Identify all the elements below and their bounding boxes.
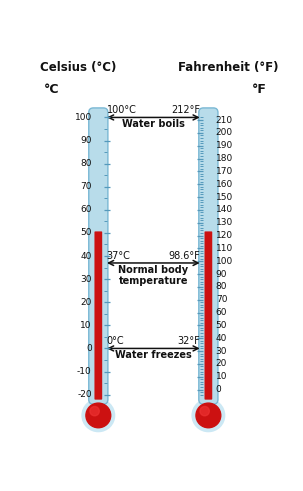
Text: 70: 70 [216, 295, 227, 304]
Text: 160: 160 [216, 180, 233, 189]
Text: 80: 80 [216, 282, 227, 291]
Text: 212°F: 212°F [171, 105, 200, 115]
Text: 210: 210 [216, 115, 233, 125]
Text: Water boils: Water boils [122, 119, 185, 129]
FancyBboxPatch shape [89, 108, 108, 404]
Text: 10: 10 [80, 321, 92, 330]
Text: 170: 170 [216, 167, 233, 176]
Text: 120: 120 [216, 231, 233, 240]
Text: 140: 140 [216, 205, 233, 215]
Text: 100: 100 [216, 257, 233, 266]
Text: 0: 0 [216, 385, 221, 394]
Text: 10: 10 [216, 372, 227, 381]
Text: 200: 200 [216, 128, 233, 137]
Text: 60: 60 [216, 308, 227, 317]
Text: 30: 30 [80, 274, 92, 284]
Text: 70: 70 [80, 182, 92, 191]
Text: °F: °F [251, 83, 267, 96]
Text: 150: 150 [216, 192, 233, 201]
Circle shape [200, 407, 209, 416]
Text: 20: 20 [80, 298, 92, 307]
Text: Water freezes: Water freezes [115, 350, 192, 360]
Text: 90: 90 [216, 270, 227, 278]
Circle shape [90, 407, 99, 416]
Text: -20: -20 [77, 390, 92, 399]
Text: 180: 180 [216, 154, 233, 163]
Text: 60: 60 [80, 205, 92, 215]
FancyBboxPatch shape [205, 231, 212, 400]
Text: 98.6°F: 98.6°F [168, 251, 200, 261]
Text: -10: -10 [77, 367, 92, 376]
Text: 0: 0 [86, 344, 92, 353]
Text: Celsius (°C): Celsius (°C) [40, 61, 116, 74]
Text: Normal body
temperature: Normal body temperature [118, 265, 188, 286]
Circle shape [82, 399, 115, 432]
Text: 190: 190 [216, 141, 233, 150]
Text: 100: 100 [75, 113, 92, 122]
Text: 40: 40 [80, 251, 92, 261]
Text: 110: 110 [216, 244, 233, 253]
Text: 32°F: 32°F [178, 336, 200, 346]
Text: 90: 90 [80, 136, 92, 145]
Circle shape [196, 403, 221, 428]
Text: 40: 40 [216, 334, 227, 343]
Text: Fahrenheit (°F): Fahrenheit (°F) [178, 61, 278, 74]
Text: 30: 30 [216, 347, 227, 355]
Circle shape [192, 399, 225, 432]
Text: 50: 50 [80, 228, 92, 238]
Text: 100°C: 100°C [106, 105, 136, 115]
FancyBboxPatch shape [199, 108, 218, 404]
Text: °C: °C [44, 83, 60, 96]
Circle shape [86, 403, 111, 428]
Text: 130: 130 [216, 218, 233, 227]
Text: 37°C: 37°C [106, 251, 130, 261]
Text: 0°C: 0°C [106, 336, 124, 346]
Text: 20: 20 [216, 359, 227, 368]
Text: 50: 50 [216, 321, 227, 330]
Text: 80: 80 [80, 159, 92, 168]
FancyBboxPatch shape [95, 231, 102, 400]
